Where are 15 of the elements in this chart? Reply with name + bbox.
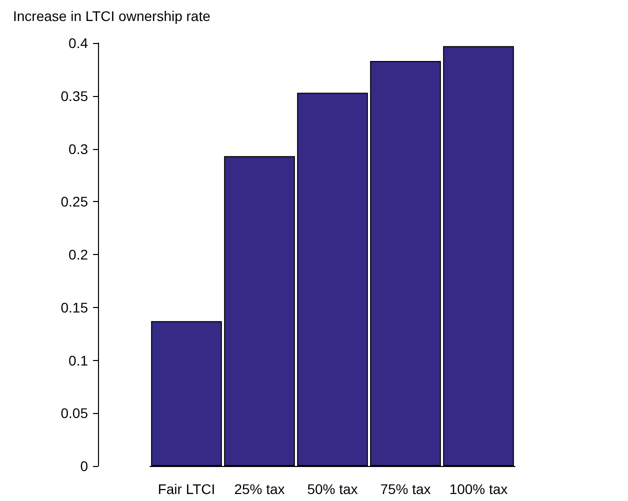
- x-tick-label: 100% tax: [449, 481, 508, 497]
- y-tick-label: 0.1: [68, 352, 88, 368]
- y-tick-label: 0.15: [60, 299, 88, 316]
- x-tick-label: Fair LTCI: [158, 481, 216, 497]
- y-tick-label: 0.4: [68, 35, 88, 51]
- y-axis-title: Increase in LTCI ownership rate: [13, 8, 211, 24]
- x-tick-label: 25% tax: [234, 481, 285, 497]
- y-tick-label: 0: [80, 458, 88, 474]
- y-tick-label: 0.2: [68, 246, 88, 262]
- x-tick-label: 50% tax: [307, 481, 358, 497]
- y-tick-label: 0.25: [60, 194, 88, 210]
- y-tick-label: 0.05: [60, 405, 88, 422]
- y-tick-label: 0.35: [60, 88, 88, 104]
- y-tick-label: 0.3: [68, 140, 88, 157]
- x-tick-label: 75% tax: [380, 481, 431, 497]
